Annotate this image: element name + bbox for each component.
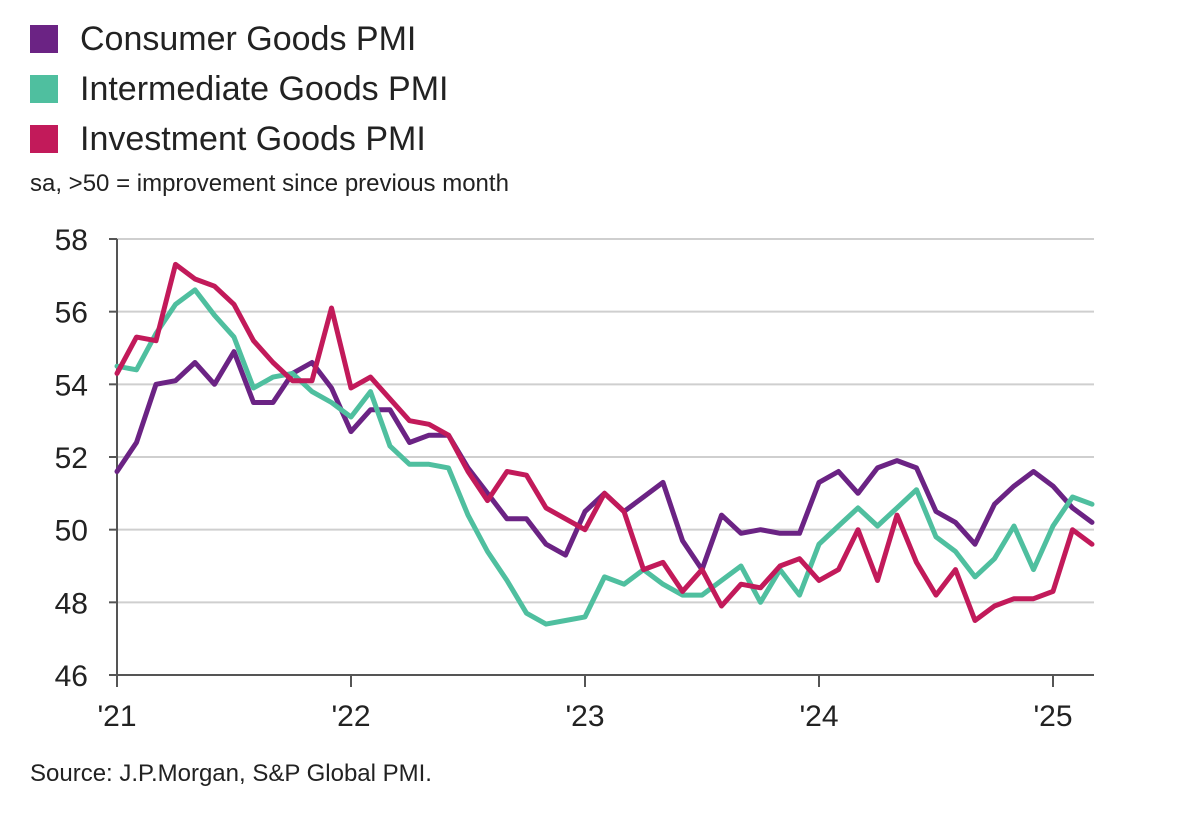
- y-tick-label: 54: [55, 369, 88, 402]
- y-tick-label: 52: [55, 442, 88, 475]
- chart-source: Source: J.P.Morgan, S&P Global PMI.: [30, 760, 432, 787]
- legend-item: Intermediate Goods PMI: [30, 64, 449, 114]
- y-tick-label: 46: [55, 660, 88, 693]
- legend-label: Consumer Goods PMI: [80, 19, 417, 58]
- legend-item: Consumer Goods PMI: [30, 14, 449, 64]
- x-tick-label: '23: [565, 700, 604, 733]
- x-tick-label: '22: [331, 700, 370, 733]
- legend-label: Intermediate Goods PMI: [80, 69, 449, 108]
- legend-label: Investment Goods PMI: [80, 119, 426, 158]
- axes: 46 48 50 52 54 56 58 '21 '22 '23 '24 '25: [55, 224, 1094, 733]
- chart-legend: Consumer Goods PMI Intermediate Goods PMI…: [30, 14, 449, 164]
- y-tick-label: 58: [55, 224, 88, 257]
- legend-item: Investment Goods PMI: [30, 114, 449, 164]
- series-line-investment-goods-pmi: [114, 261, 1095, 623]
- series-line-intermediate-goods-pmi: [114, 287, 1095, 627]
- legend-swatch: [30, 25, 58, 53]
- y-tick-label: 48: [55, 587, 88, 620]
- y-tick-label: 56: [55, 297, 88, 330]
- chart-subtitle: sa, >50 = improvement since previous mon…: [30, 170, 509, 197]
- y-tick-label: 50: [55, 515, 88, 548]
- x-tick-label: '25: [1033, 700, 1072, 733]
- series-lines: [114, 261, 1095, 627]
- legend-swatch: [30, 125, 58, 153]
- legend-swatch: [30, 75, 58, 103]
- x-tick-label: '21: [97, 700, 136, 733]
- x-tick-label: '24: [799, 700, 838, 733]
